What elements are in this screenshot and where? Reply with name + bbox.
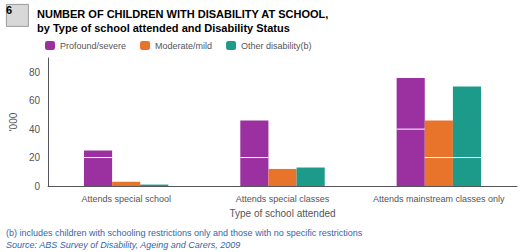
svg-text:Source: ABS Survey of Disabili: Source: ABS Survey of Disability, Ageing… [6, 240, 240, 250]
svg-text:Type of school attended: Type of school attended [229, 208, 335, 219]
svg-text:Attends special school: Attends special school [81, 194, 171, 204]
svg-text:Profound/severe: Profound/severe [60, 41, 126, 51]
svg-text:Attends mainstream classes onl: Attends mainstream classes only [373, 194, 505, 204]
svg-text:40: 40 [29, 124, 41, 135]
svg-text:(b) includes children with sch: (b) includes children with schooling res… [6, 228, 363, 238]
svg-text:80: 80 [29, 67, 41, 78]
svg-text:0: 0 [34, 181, 40, 192]
svg-text:Attends special classes: Attends special classes [236, 194, 330, 204]
svg-text:NUMBER OF CHILDREN WITH DISABI: NUMBER OF CHILDREN WITH DISABILITY AT SC… [37, 8, 328, 20]
svg-text:6: 6 [6, 4, 12, 16]
svg-text:by Type of school attended and: by Type of school attended and Disabilit… [37, 22, 290, 34]
svg-text:60: 60 [29, 95, 41, 106]
svg-text:Other disability(b): Other disability(b) [241, 41, 312, 51]
svg-text:Moderate/mild: Moderate/mild [155, 41, 212, 51]
svg-text:20: 20 [29, 152, 41, 163]
svg-text:'000: '000 [8, 112, 19, 131]
